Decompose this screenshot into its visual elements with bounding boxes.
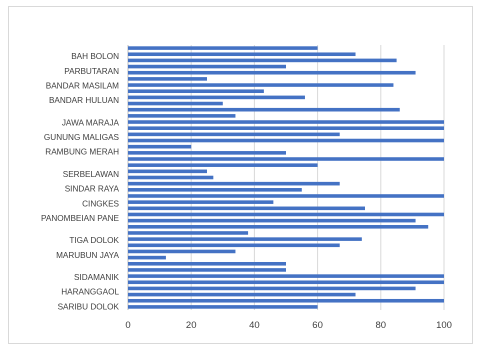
chart-area: SARIBU DOLOK HARANGGAOL SIDAMANIK MARUBUN J… — [8, 6, 473, 344]
category-labels: SARIBU DOLOK HARANGGAOL SIDAMANIK MARUBUN J… — [41, 52, 119, 311]
bar — [128, 70, 416, 75]
category-label: BANDAR HULUAN — [49, 96, 119, 105]
bar — [128, 249, 236, 254]
bar — [128, 157, 444, 161]
category-label: PANOMBEIAN PANE — [41, 214, 119, 223]
x-tick-label: 80 — [376, 320, 387, 331]
bar — [128, 305, 318, 309]
bar — [128, 77, 207, 81]
category-label: JAWA MARAJA — [62, 118, 120, 127]
x-tick-label: 40 — [249, 320, 260, 331]
category-label: BAH BOLON — [71, 52, 119, 61]
category-label: GUNUNG MALIGAS — [44, 133, 120, 142]
bar-chart: SARIBU DOLOK HARANGGAOL SIDAMANIK MARUBUN J… — [41, 45, 452, 331]
category-label: SARIBU DOLOK — [58, 302, 120, 311]
bar — [128, 268, 286, 272]
bar — [128, 58, 397, 63]
gridlines — [127, 45, 445, 310]
bar — [128, 138, 444, 143]
bar — [128, 194, 444, 198]
category-label: RAMBUNG MERAH — [45, 148, 119, 157]
bar — [128, 107, 400, 112]
bar — [128, 52, 356, 57]
bar — [128, 46, 318, 50]
x-tick-label: 100 — [436, 320, 452, 331]
bar — [128, 231, 249, 235]
bar — [128, 237, 362, 241]
x-tick-label: 60 — [312, 320, 323, 331]
bar — [128, 83, 394, 87]
bar — [128, 261, 286, 266]
category-label: SIDAMANIK — [74, 273, 120, 282]
bar — [128, 120, 444, 124]
category-label: CINGKES — [82, 199, 119, 208]
bar — [128, 95, 305, 100]
bar — [128, 114, 236, 118]
bar — [128, 126, 444, 130]
category-label: SINDAR RAYA — [65, 185, 120, 194]
bar — [128, 144, 192, 149]
category-label: MARUBUN JAYA — [56, 251, 119, 260]
bar — [128, 243, 340, 248]
bar — [128, 218, 416, 223]
bar — [128, 175, 214, 180]
category-label: PARBUTARAN — [64, 67, 119, 76]
bar — [128, 64, 286, 69]
bar — [128, 101, 223, 106]
bar — [128, 181, 340, 186]
bar — [128, 286, 416, 291]
bar — [128, 255, 166, 260]
bar — [128, 206, 365, 211]
bar — [128, 292, 356, 297]
category-label: SERBELAWAN — [63, 170, 119, 179]
bar — [128, 89, 264, 94]
category-label: BANDAR MASILAM — [46, 81, 119, 90]
category-label: TIGA DOLOK — [69, 236, 119, 245]
bar — [128, 225, 429, 229]
category-label: HARANGGAOL — [61, 288, 119, 297]
bar — [128, 151, 286, 155]
x-tick-label: 20 — [186, 320, 197, 331]
bar — [128, 188, 302, 192]
bar — [128, 132, 340, 137]
bar — [128, 169, 207, 174]
bars — [128, 46, 444, 309]
x-tick-labels: 0 20 40 60 80 100 — [125, 320, 452, 331]
bar — [128, 274, 444, 278]
bar — [128, 200, 274, 204]
bar — [128, 280, 444, 285]
bar — [128, 163, 318, 167]
x-tick-label: 0 — [125, 320, 130, 331]
bar — [128, 212, 444, 217]
bar — [128, 298, 444, 303]
